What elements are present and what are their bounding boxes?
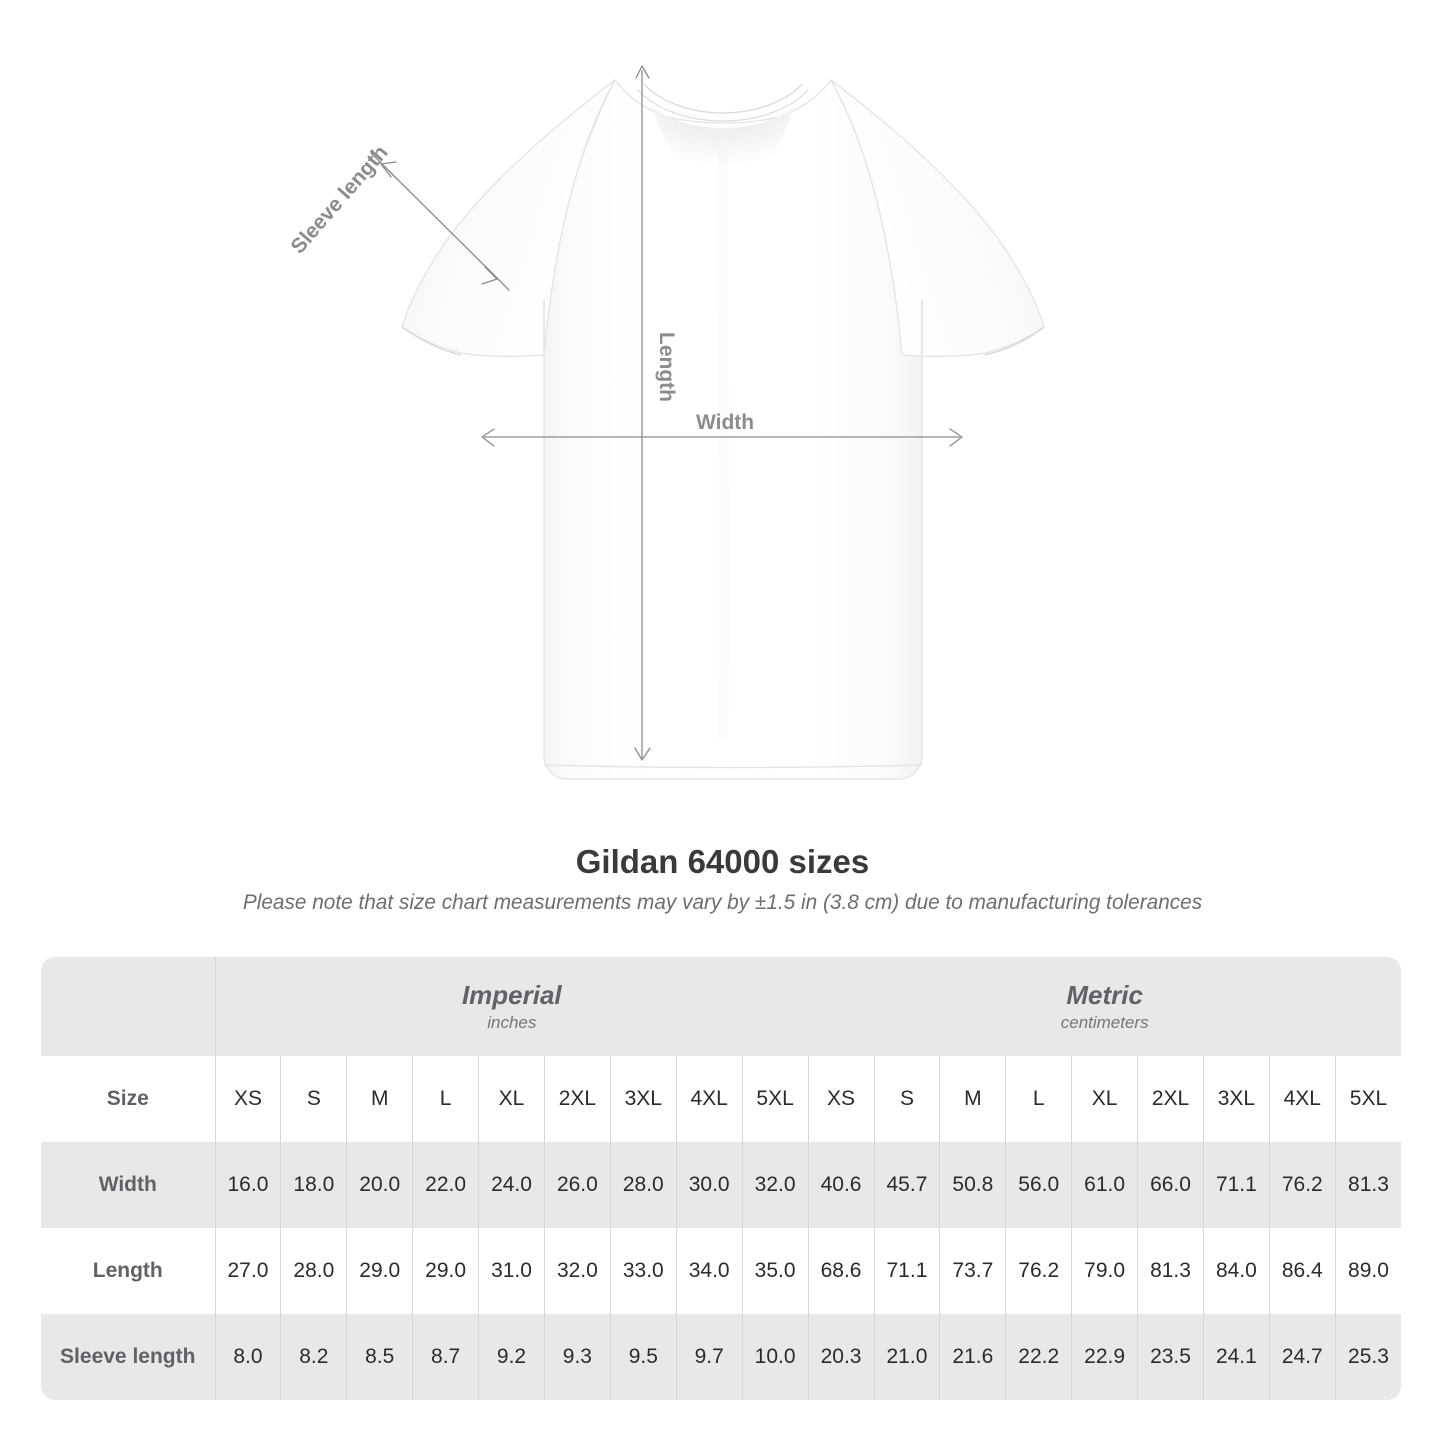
svg-text:Sleeve length: Sleeve length bbox=[286, 141, 392, 258]
svg-text:Width: Width bbox=[696, 411, 754, 434]
svg-text:Length: Length bbox=[655, 332, 678, 402]
